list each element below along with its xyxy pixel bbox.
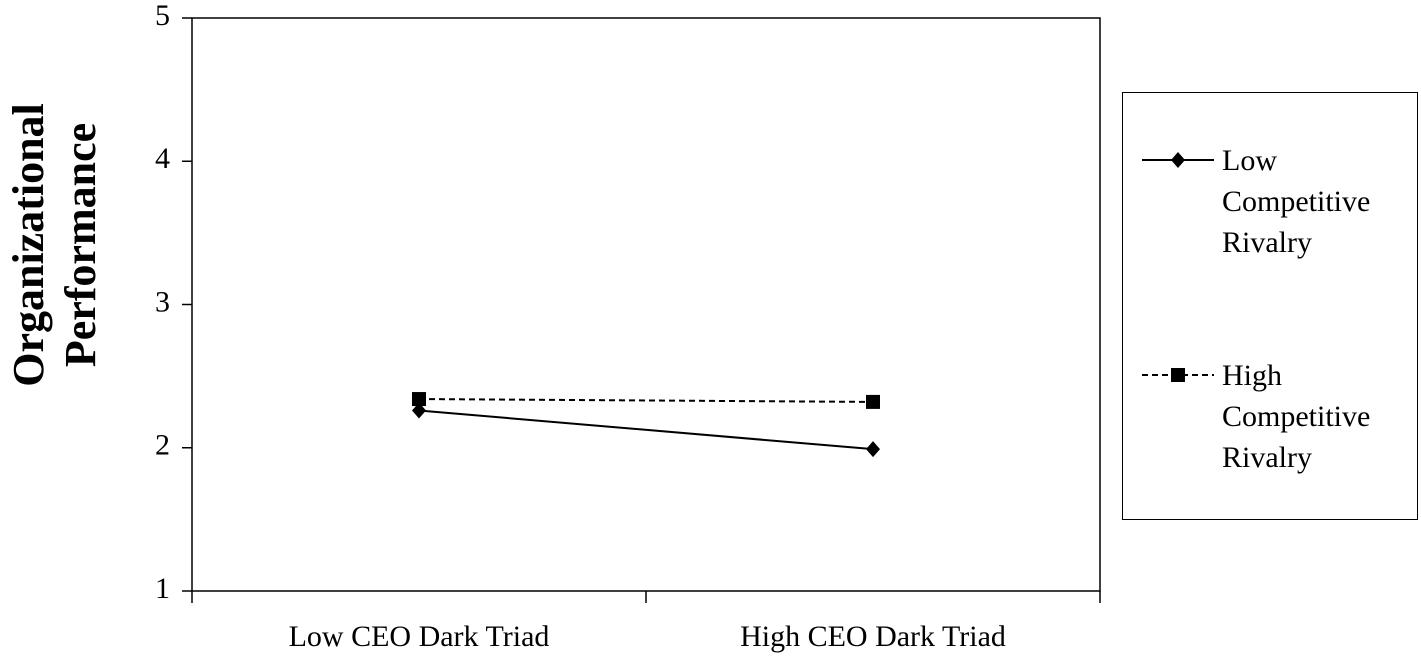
y-tick-label: 4 bbox=[155, 142, 170, 175]
data-point bbox=[412, 402, 426, 419]
legend-label: High Competitive Rivalry bbox=[1222, 359, 1371, 474]
y-tick-label: 5 bbox=[155, 0, 170, 32]
y-tick-label: 2 bbox=[155, 429, 170, 462]
legend-label: Low Competitive Rivalry bbox=[1222, 144, 1371, 259]
data-point bbox=[866, 441, 880, 458]
data-point bbox=[412, 392, 426, 407]
x-tick-label: Low CEO Dark Triad bbox=[289, 620, 550, 653]
y-tick-label: 1 bbox=[155, 572, 170, 605]
y-axis-label: Organizational Performance bbox=[4, 103, 105, 387]
x-tick-label: High CEO Dark Triad bbox=[740, 620, 1006, 653]
legend-marker bbox=[1171, 152, 1185, 168]
series-line bbox=[418, 398, 874, 403]
plot-area bbox=[191, 17, 1101, 592]
y-tick-label: 3 bbox=[155, 285, 170, 318]
legend bbox=[1122, 92, 1418, 520]
legend-marker bbox=[1171, 368, 1185, 382]
series-line bbox=[418, 409, 874, 451]
data-point bbox=[866, 394, 880, 409]
